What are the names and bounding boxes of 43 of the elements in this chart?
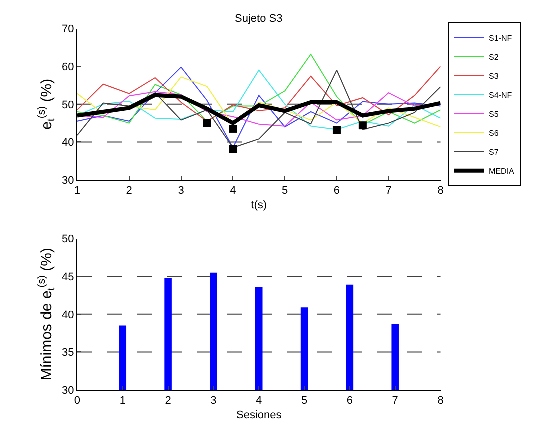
x-tick-label: 8 (438, 185, 444, 198)
x-tick-label: 0 (74, 395, 81, 408)
y-tick-label: 40 (62, 309, 74, 322)
legend-label: S3 (489, 72, 500, 82)
legend-label: S4-NF (489, 91, 512, 100)
legend-label: S1-NF (489, 34, 512, 44)
legend-label: S6 (489, 129, 500, 138)
x-tick-label: 1 (120, 395, 126, 408)
y-tick-label: 30 (62, 174, 74, 187)
point (332, 126, 341, 134)
x-tick-label: 2 (165, 395, 172, 408)
y-tick-label: 30 (62, 384, 74, 397)
x-tick-label: 5 (301, 395, 308, 408)
x-tick-label: 4 (256, 395, 262, 408)
legend-label: S2 (489, 53, 500, 62)
y-tick-label: 40 (62, 137, 74, 150)
x-axis-title: Sesiones (236, 409, 282, 422)
x-tick-label: 4 (230, 185, 236, 198)
x-tick-label: 1 (74, 185, 81, 198)
point (229, 124, 238, 133)
y-tick-label: 60 (62, 61, 74, 74)
point (229, 145, 238, 153)
x-tick-label: 6 (346, 395, 354, 408)
chart-title: Sujeto S3 (235, 13, 283, 25)
legend-label: MEDIA (489, 167, 516, 176)
y-tick-label: 50 (62, 234, 74, 246)
x-tick-label: 7 (392, 395, 398, 408)
x-tick-label: 7 (386, 185, 392, 198)
point (203, 119, 212, 128)
y-tick-label: 70 (62, 24, 74, 36)
legend-label: S7 (489, 148, 500, 158)
y-tick-label: 45 (62, 271, 74, 284)
y-tick-label: 35 (62, 347, 74, 360)
x-tick-label: 8 (438, 395, 444, 408)
x-tick-label: 3 (178, 185, 184, 198)
x-tick-label: 3 (210, 395, 217, 408)
x-tick-label: 6 (334, 185, 340, 198)
x-axis-title: t(s) (251, 199, 268, 212)
x-tick-label: 2 (126, 185, 132, 198)
x-tick-label: 5 (282, 185, 288, 198)
legend-label: S5 (489, 110, 500, 120)
point (358, 122, 367, 130)
y-tick-label: 50 (62, 99, 74, 112)
